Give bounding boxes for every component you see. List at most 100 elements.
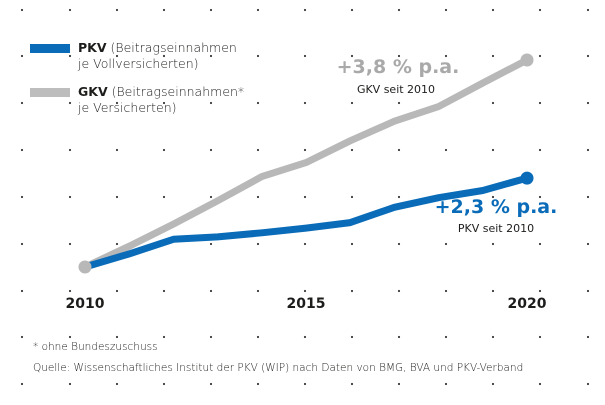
grid-dot xyxy=(162,195,166,199)
grid-dot xyxy=(162,148,166,152)
grid-dot xyxy=(491,242,495,246)
grid-dot xyxy=(20,8,24,12)
grid-dot xyxy=(538,8,542,12)
grid-dot xyxy=(303,335,307,339)
grid-dot xyxy=(303,242,307,246)
grid-dot xyxy=(586,382,590,386)
grid-dot xyxy=(115,8,119,12)
grid-dot xyxy=(491,335,495,339)
grid-dot xyxy=(115,382,119,386)
grid-dot xyxy=(303,54,307,58)
grid-dot xyxy=(209,148,213,152)
end-point-marker-gkv xyxy=(520,53,534,67)
grid-dot xyxy=(68,101,72,105)
grid-dot xyxy=(491,382,495,386)
grid-dot xyxy=(68,195,72,199)
grid-dot xyxy=(209,54,213,58)
grid-dot xyxy=(303,195,307,199)
grid-dot xyxy=(491,148,495,152)
grid-dot xyxy=(444,54,448,58)
legend-desc-gkv: (Beitragseinnahmen* xyxy=(111,84,245,99)
grid-dot xyxy=(256,242,260,246)
grid-dot xyxy=(20,382,24,386)
grid-dot xyxy=(115,195,119,199)
grid-dot xyxy=(256,8,260,12)
footnote: * ohne Bundeszuschuss xyxy=(33,341,158,353)
grid-dot xyxy=(350,242,354,246)
grid-dot xyxy=(491,54,495,58)
grid-dot xyxy=(209,8,213,12)
grid-dot xyxy=(491,195,495,199)
legend-desc-pkv: (Beitragseinnahmen xyxy=(110,40,237,55)
grid-dot xyxy=(586,8,590,12)
grid-dot xyxy=(491,8,495,12)
grid-dot xyxy=(115,289,119,293)
grid-dot xyxy=(538,382,542,386)
grid-dot xyxy=(397,195,401,199)
grid-dot xyxy=(491,101,495,105)
grid-dot xyxy=(162,101,166,105)
grid-dot xyxy=(350,148,354,152)
grid-dot xyxy=(303,8,307,12)
grid-dot xyxy=(397,289,401,293)
x-tick-label: 2020 xyxy=(508,296,547,312)
series-line-gkv xyxy=(81,56,531,271)
grid-dot xyxy=(444,335,448,339)
grid-dot xyxy=(538,335,542,339)
grid-dot xyxy=(444,382,448,386)
grid-dot xyxy=(586,148,590,152)
grid-dot xyxy=(350,195,354,199)
grid-dot xyxy=(209,289,213,293)
grid-dot xyxy=(256,195,260,199)
grid-dot xyxy=(115,335,119,339)
grid-dot xyxy=(20,54,24,58)
grid-dot xyxy=(162,335,166,339)
x-tick-label: 2015 xyxy=(287,296,326,312)
grid-dot xyxy=(209,382,213,386)
grid-dot xyxy=(586,335,590,339)
grid-dot xyxy=(586,101,590,105)
legend-desc2-gkv: je Versicherten) xyxy=(78,100,177,115)
legend-desc2-pkv: je Vollversicherten) xyxy=(78,56,199,71)
series-line-pkv xyxy=(81,174,531,271)
grid-dot xyxy=(209,335,213,339)
grid-dot xyxy=(538,54,542,58)
grid-dot xyxy=(20,242,24,246)
legend-name-gkv: GKV xyxy=(78,84,108,99)
grid-dot xyxy=(303,382,307,386)
grid-dot xyxy=(350,8,354,12)
grid-dot xyxy=(162,8,166,12)
grid-dot xyxy=(20,101,24,105)
grid-dot xyxy=(350,335,354,339)
grid-dot xyxy=(68,54,72,58)
grid-dot xyxy=(586,54,590,58)
legend-label-pkv: PKV (Beitragseinnahmen je Vollversichert… xyxy=(78,40,237,72)
annotation-sub-gkv: GKV seit 2010 xyxy=(357,83,435,96)
legend-item-gkv: GKV (Beitragseinnahmen* je Versicherten) xyxy=(30,84,244,116)
grid-dot xyxy=(209,101,213,105)
grid-dot xyxy=(538,148,542,152)
grid-dot xyxy=(444,8,448,12)
grid-dot xyxy=(20,148,24,152)
grid-dot xyxy=(256,54,260,58)
growth-annotations: +3,8 % p.a. GKV seit 2010 +2,3 % p.a. PKV s… xyxy=(337,56,558,235)
grid-dot xyxy=(397,335,401,339)
legend-item-pkv: PKV (Beitragseinnahmen je Vollversichert… xyxy=(30,40,244,72)
x-tick-label: 2010 xyxy=(66,296,105,312)
annotation-value-gkv: +3,8 % p.a. xyxy=(337,56,460,78)
grid-dot xyxy=(68,242,72,246)
dot-grid xyxy=(20,8,590,386)
grid-dot xyxy=(256,335,260,339)
grid-dot xyxy=(20,289,24,293)
start-point-marker xyxy=(78,260,92,274)
grid-dot xyxy=(444,289,448,293)
grid-dot xyxy=(397,101,401,105)
grid-dot xyxy=(303,148,307,152)
grid-dot xyxy=(162,54,166,58)
grid-dot xyxy=(350,382,354,386)
legend-swatch-gkv xyxy=(30,88,70,97)
grid-dot xyxy=(68,8,72,12)
source-note: Quelle: Wissenschaftliches Institut der … xyxy=(33,362,524,374)
end-point-marker-pkv xyxy=(520,171,534,185)
